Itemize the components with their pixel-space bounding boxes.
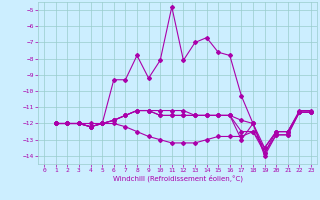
X-axis label: Windchill (Refroidissement éolien,°C): Windchill (Refroidissement éolien,°C) [113,175,243,182]
